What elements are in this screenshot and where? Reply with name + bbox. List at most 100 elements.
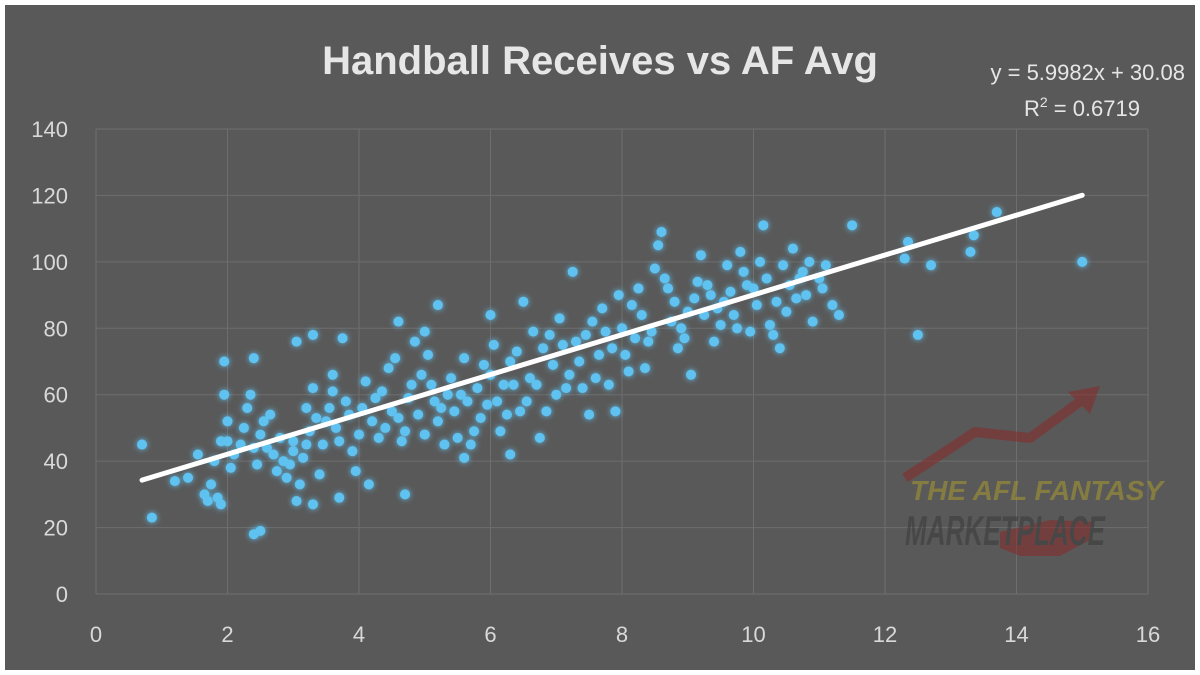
scatter-point xyxy=(561,383,572,394)
scatter-point xyxy=(774,343,785,354)
scatter-point xyxy=(291,336,302,347)
scatter-point xyxy=(505,449,516,460)
scatter-point xyxy=(469,426,480,437)
scatter-point xyxy=(544,329,555,340)
scatter-point xyxy=(301,403,312,413)
scatter-point xyxy=(307,383,318,394)
scatter-point xyxy=(472,383,483,394)
scatter-point xyxy=(630,333,641,344)
scatter-point xyxy=(459,353,470,364)
scatter-point xyxy=(551,389,562,400)
scatter-point xyxy=(768,329,779,340)
scatter-point xyxy=(574,356,585,367)
scatter-point xyxy=(370,393,381,404)
scatter-point xyxy=(725,286,736,297)
scatter-point xyxy=(400,426,411,437)
r-squared-value: = 0.6719 xyxy=(1048,96,1140,121)
y-tick-label: 140 xyxy=(31,117,68,142)
scatter-point xyxy=(508,379,519,390)
scatter-point xyxy=(590,373,601,384)
scatter-point xyxy=(222,416,233,427)
scatter-point xyxy=(413,409,424,420)
scatter-point xyxy=(705,290,716,301)
scatter-point xyxy=(396,436,407,447)
scatter-point xyxy=(288,446,299,457)
scatter-point xyxy=(360,376,371,387)
scatter-point xyxy=(547,359,558,370)
scatter-point xyxy=(965,246,976,257)
y-tick-label: 120 xyxy=(31,183,68,208)
watermark-football-shape xyxy=(1000,520,1095,556)
scatter-point xyxy=(686,369,697,380)
scatter-point xyxy=(442,389,453,400)
scatter-point xyxy=(903,236,914,247)
scatter-point xyxy=(327,386,338,397)
scatter-point xyxy=(255,525,266,536)
scatter-point xyxy=(478,359,489,370)
y-tick-label: 40 xyxy=(44,449,68,474)
watermark-line2: MARKETPLACE xyxy=(905,507,1106,554)
scatter-point xyxy=(764,319,775,330)
scatter-point xyxy=(406,379,417,390)
scatter-point xyxy=(495,426,506,437)
y-tick-label: 80 xyxy=(44,316,68,341)
scatter-point xyxy=(294,479,305,490)
x-tick-label: 4 xyxy=(353,622,365,647)
scatter-point xyxy=(426,379,437,390)
scatter-point xyxy=(465,439,476,450)
scatter-point xyxy=(485,310,496,320)
y-tick-label: 0 xyxy=(56,582,68,607)
scatter-point xyxy=(692,276,703,287)
x-tick-label: 0 xyxy=(90,622,102,647)
scatter-point xyxy=(298,452,309,463)
scatter-point xyxy=(580,329,591,340)
scatter-point xyxy=(570,336,581,347)
scatter-point xyxy=(255,429,266,440)
scatter-point xyxy=(761,273,772,284)
scatter-point xyxy=(455,389,466,400)
scatter-point xyxy=(334,492,345,503)
scatter-point xyxy=(518,296,529,307)
scatter-point xyxy=(380,422,391,433)
scatter-point xyxy=(600,326,611,337)
scatter-point xyxy=(462,396,473,407)
x-tick-label: 10 xyxy=(741,622,765,647)
scatter-point xyxy=(393,412,404,423)
scatter-point xyxy=(367,416,378,427)
scatter-point xyxy=(317,439,328,450)
scatter-point xyxy=(475,412,486,423)
x-tick-label: 6 xyxy=(484,622,496,647)
scatter-point xyxy=(735,246,746,257)
scatter-point xyxy=(732,323,743,334)
trendline-equation: y = 5.9982x + 30.08 xyxy=(991,60,1186,85)
scatter-point xyxy=(393,316,404,327)
watermark-arrow-line xyxy=(902,393,1088,483)
scatter-point xyxy=(702,280,713,291)
scatter-point xyxy=(722,260,733,271)
scatter-point xyxy=(804,256,815,267)
scatter-point xyxy=(827,300,838,311)
scatter-point xyxy=(787,243,798,254)
scatter-point xyxy=(268,449,279,460)
trendline xyxy=(139,192,1085,483)
scatter-point xyxy=(386,406,397,417)
scatter-point xyxy=(409,336,420,347)
y-tick-label: 20 xyxy=(44,516,68,541)
scatter-point xyxy=(222,436,233,447)
scatter-point xyxy=(327,369,338,380)
scatter-point xyxy=(248,353,259,364)
scatter-point xyxy=(363,479,374,490)
scatter-point xyxy=(225,462,236,473)
axis-ticks: 0 2 4 6 8 10 12 14 16 0 20 40 60 80 100 120 140 xyxy=(31,117,1160,647)
scatter-point xyxy=(597,303,608,314)
chart-panel xyxy=(5,5,1195,670)
scatter-point xyxy=(202,496,213,506)
scatter-point xyxy=(515,406,526,417)
scatter-point xyxy=(781,306,792,317)
scatter-point xyxy=(538,343,549,354)
scatter-point xyxy=(797,266,808,277)
scatter-point xyxy=(347,446,358,457)
scatter-point xyxy=(620,349,631,360)
scatter-point xyxy=(577,383,588,394)
data-points xyxy=(137,207,1088,540)
